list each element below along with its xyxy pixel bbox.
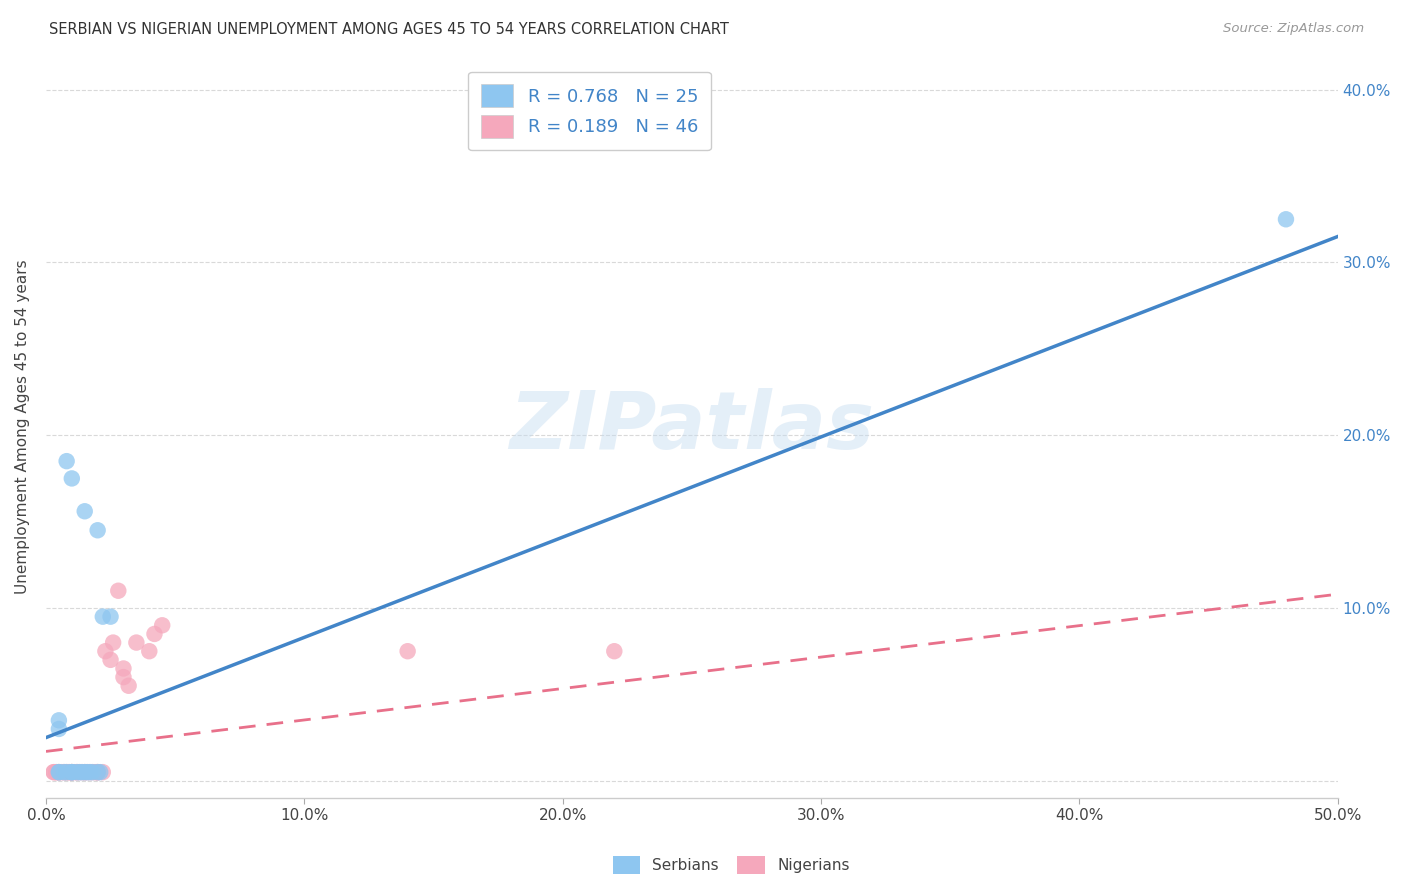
Point: [60, 765, 83, 780]
Point: [100, 653, 122, 667]
Point: [86, 765, 108, 780]
Point: [73, 765, 96, 780]
Point: [79, 765, 101, 780]
Point: [66, 765, 89, 780]
Point: [76, 765, 98, 780]
Point: [48, 765, 70, 780]
Point: [66, 765, 89, 780]
Point: [70, 765, 93, 780]
Point: [91, 765, 114, 780]
Point: [60, 765, 83, 780]
Point: [1275, 212, 1298, 227]
Point: [82, 765, 104, 780]
Point: [53, 765, 76, 780]
Point: [73, 765, 96, 780]
Point: [48, 722, 70, 736]
Y-axis label: Unemployment Among Ages 45 to 54 years: Unemployment Among Ages 45 to 54 years: [15, 260, 30, 594]
Point: [101, 635, 124, 649]
Point: [63, 765, 86, 780]
Point: [86, 765, 108, 780]
Point: [396, 644, 419, 658]
Point: [60, 471, 83, 485]
Text: Source: ZipAtlas.com: Source: ZipAtlas.com: [1223, 22, 1364, 36]
Point: [86, 765, 108, 780]
Point: [42, 765, 65, 780]
Point: [55, 454, 77, 468]
Point: [73, 765, 96, 780]
Point: [603, 644, 626, 658]
Point: [48, 765, 70, 780]
Point: [150, 618, 173, 632]
Point: [138, 644, 160, 658]
Point: [55, 765, 77, 780]
Point: [66, 765, 89, 780]
Point: [60, 765, 83, 780]
Point: [60, 765, 83, 780]
Point: [91, 609, 114, 624]
Point: [86, 765, 108, 780]
Point: [45, 765, 67, 780]
Point: [73, 504, 96, 518]
Point: [51, 765, 73, 780]
Point: [100, 609, 122, 624]
Text: ZIPatlas: ZIPatlas: [509, 388, 875, 466]
Point: [86, 523, 108, 537]
Point: [69, 765, 91, 780]
Point: [53, 765, 76, 780]
Point: [58, 765, 80, 780]
Point: [76, 765, 98, 780]
Legend: R = 0.768   N = 25, R = 0.189   N = 46: R = 0.768 N = 25, R = 0.189 N = 46: [468, 71, 711, 151]
Point: [48, 765, 70, 780]
Point: [94, 644, 117, 658]
Point: [82, 765, 104, 780]
Point: [48, 765, 70, 780]
Point: [55, 765, 77, 780]
Legend: Serbians, Nigerians: Serbians, Nigerians: [606, 850, 856, 880]
Point: [60, 765, 83, 780]
Point: [143, 627, 166, 641]
Point: [79, 765, 101, 780]
Point: [60, 765, 83, 780]
Text: SERBIAN VS NIGERIAN UNEMPLOYMENT AMONG AGES 45 TO 54 YEARS CORRELATION CHART: SERBIAN VS NIGERIAN UNEMPLOYMENT AMONG A…: [49, 22, 730, 37]
Point: [125, 635, 148, 649]
Point: [69, 765, 91, 780]
Point: [112, 661, 135, 675]
Point: [117, 679, 139, 693]
Point: [42, 765, 65, 780]
Point: [84, 765, 107, 780]
Point: [70, 765, 93, 780]
Point: [112, 670, 135, 684]
Point: [55, 765, 77, 780]
Point: [58, 765, 80, 780]
Point: [48, 765, 70, 780]
Point: [48, 714, 70, 728]
Point: [107, 583, 129, 598]
Point: [53, 765, 76, 780]
Point: [89, 765, 111, 780]
Point: [45, 765, 67, 780]
Point: [60, 765, 83, 780]
